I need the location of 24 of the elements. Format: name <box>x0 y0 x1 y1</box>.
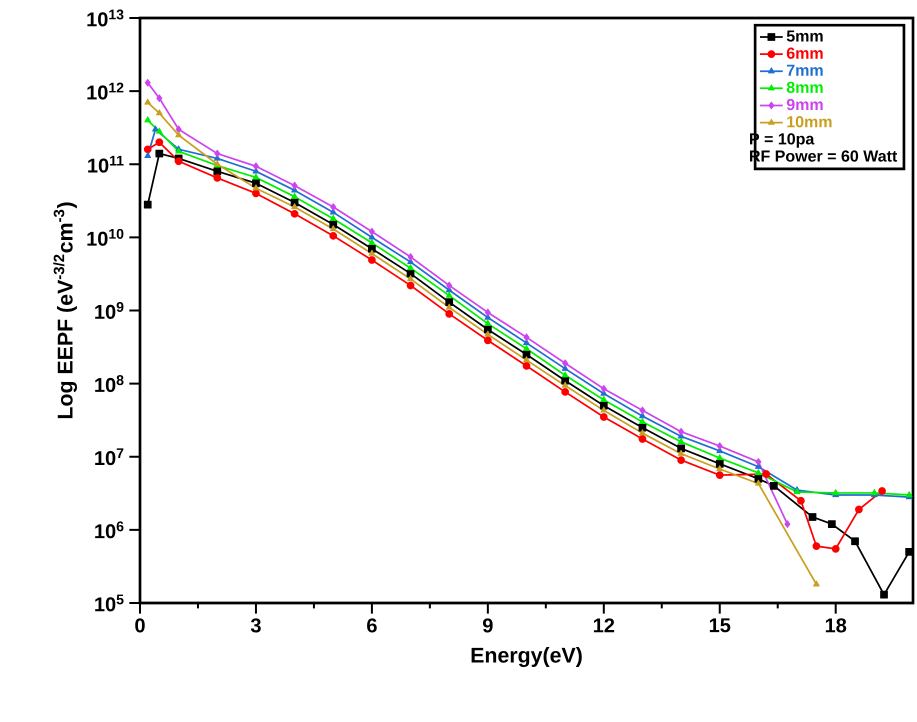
x-tick-label: 6 <box>367 618 377 632</box>
legend-label: 7mm <box>786 64 823 76</box>
y-tick-label: 10$^{8}$ <box>95 375 124 392</box>
x-axis-title: Energy(eV) <box>472 647 582 668</box>
y-tick-label: 10$^{11}$ <box>88 156 124 173</box>
y-tick-label: 10$^{6}$ <box>95 521 124 538</box>
legend-label: 6mm <box>786 48 823 59</box>
legend-label: 5mm <box>786 30 823 42</box>
x-tick-label: 9 <box>482 618 493 632</box>
y-tick-label: 10$^{7}$ <box>95 448 124 466</box>
y-axis-title: Log EEPF (eV$^{-3/2}$cm$^{-3}$) <box>53 202 77 418</box>
legend-label: 8mm <box>786 82 823 94</box>
y-tick-label: 10$^{9}$ <box>95 302 124 319</box>
x-tick-label: 0 <box>135 618 145 632</box>
y-tick-label: 10$^{10}$ <box>87 228 124 246</box>
x-tick-label: 15 <box>710 618 730 632</box>
x-tick-label: 12 <box>594 618 614 632</box>
x-tick-label: 3 <box>250 618 261 633</box>
x-tick-label: 18 <box>826 618 846 632</box>
y-tick-label: 10$^{12}$ <box>87 82 124 100</box>
legend-label: 10mm <box>787 116 832 128</box>
y-tick-label: 10$^{13}$ <box>87 10 124 26</box>
legend-label: 9mm <box>786 98 823 110</box>
y-tick-label: 10$^{5}$ <box>95 594 124 612</box>
